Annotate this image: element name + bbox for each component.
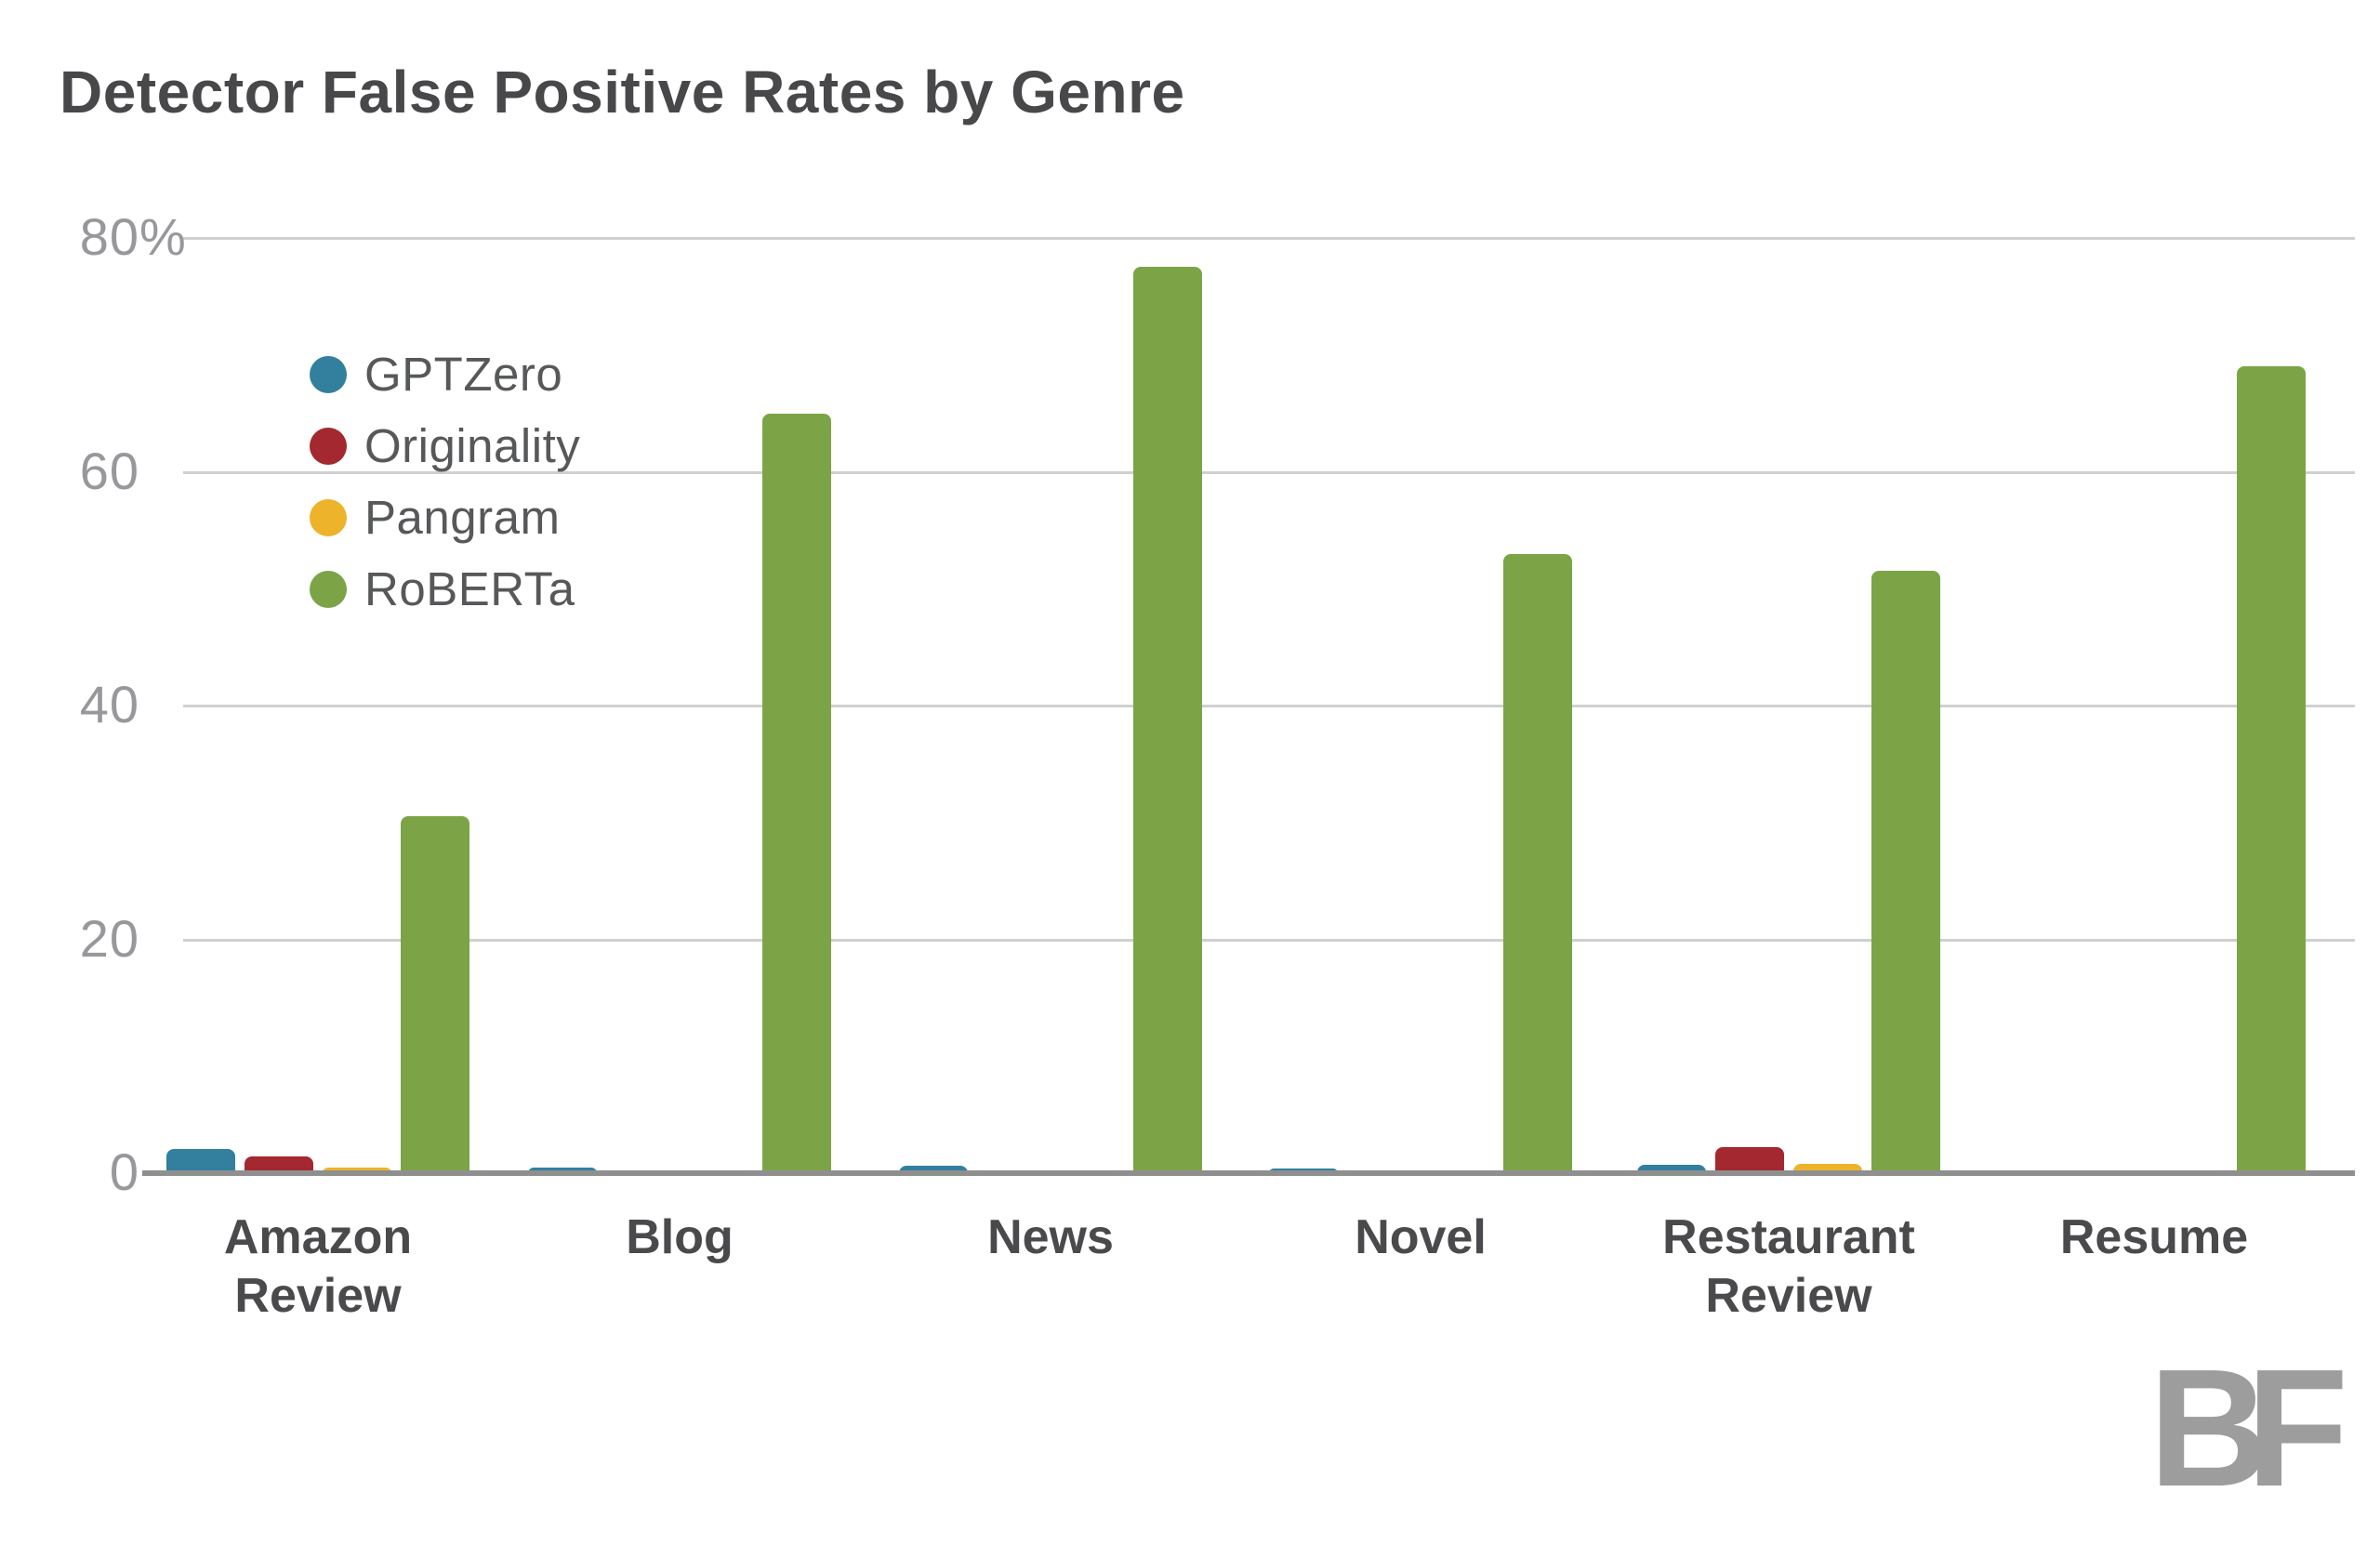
x-category-label: Amazon Review bbox=[223, 1210, 413, 1324]
x-axis-baseline bbox=[142, 1170, 2355, 1176]
bar-group-5 bbox=[1637, 571, 1940, 1173]
bar-group-6 bbox=[2003, 366, 2306, 1173]
gridline-20 bbox=[183, 938, 2355, 942]
bar-gptzero bbox=[166, 1149, 235, 1173]
legend-dot-icon bbox=[310, 570, 347, 608]
legend-item-originality: Originality bbox=[310, 410, 580, 482]
legend-label: RoBERTa bbox=[364, 562, 575, 615]
plot-area: 80% 60 40 20 0 bbox=[80, 207, 2355, 1201]
x-category-label: Resume bbox=[2059, 1210, 2249, 1264]
chart-title: Detector False Positive Rates by Genre bbox=[60, 59, 1185, 125]
bar-pangram bbox=[1793, 1164, 1862, 1173]
x-category-label: News bbox=[987, 1210, 1114, 1264]
legend: GPTZero Originality Pangram RoBERTa bbox=[310, 338, 580, 625]
y-tick-label: 40 bbox=[79, 675, 139, 733]
bar-group-3 bbox=[899, 267, 1202, 1173]
x-category-label: Novel bbox=[1355, 1210, 1487, 1264]
y-tick-label: 60 bbox=[79, 441, 139, 500]
legend-item-pangram: Pangram bbox=[310, 482, 580, 553]
legend-label: Pangram bbox=[364, 491, 561, 544]
x-category-label: Blog bbox=[626, 1210, 734, 1264]
bar-roberta bbox=[1503, 554, 1572, 1173]
y-tick-label: 80% bbox=[79, 207, 187, 266]
y-tick-label: 20 bbox=[79, 908, 139, 968]
legend-dot-icon bbox=[310, 427, 347, 465]
legend-item-gptzero: GPTZero bbox=[310, 338, 580, 410]
buzzfeed-logo: BF bbox=[2149, 1335, 2348, 1522]
legend-item-roberta: RoBERTa bbox=[310, 553, 580, 625]
gridline-40 bbox=[183, 705, 2355, 707]
bar-roberta bbox=[1871, 571, 1940, 1173]
bar-gptzero bbox=[1637, 1165, 1706, 1173]
legend-dot-icon bbox=[310, 498, 347, 536]
legend-label: GPTZero bbox=[364, 348, 563, 401]
bar-originality bbox=[1715, 1147, 1784, 1173]
bar-group-1 bbox=[166, 816, 469, 1173]
y-tick-label: 0 bbox=[109, 1142, 139, 1201]
legend-dot-icon bbox=[310, 355, 347, 393]
bar-roberta bbox=[2237, 366, 2306, 1173]
bar-group-2 bbox=[528, 414, 831, 1173]
percent-sign: % bbox=[139, 207, 187, 266]
bar-originality bbox=[245, 1156, 313, 1173]
bar-group-4 bbox=[1269, 554, 1572, 1173]
bar-roberta bbox=[762, 414, 831, 1173]
bar-gptzero bbox=[899, 1166, 968, 1173]
bar-roberta bbox=[401, 816, 469, 1173]
bar-roberta bbox=[1133, 267, 1202, 1173]
legend-label: Originality bbox=[364, 419, 581, 472]
x-category-label: Restaurant Review bbox=[1662, 1210, 1915, 1324]
gridline-60 bbox=[183, 470, 2355, 474]
gridline-80 bbox=[183, 237, 2355, 240]
